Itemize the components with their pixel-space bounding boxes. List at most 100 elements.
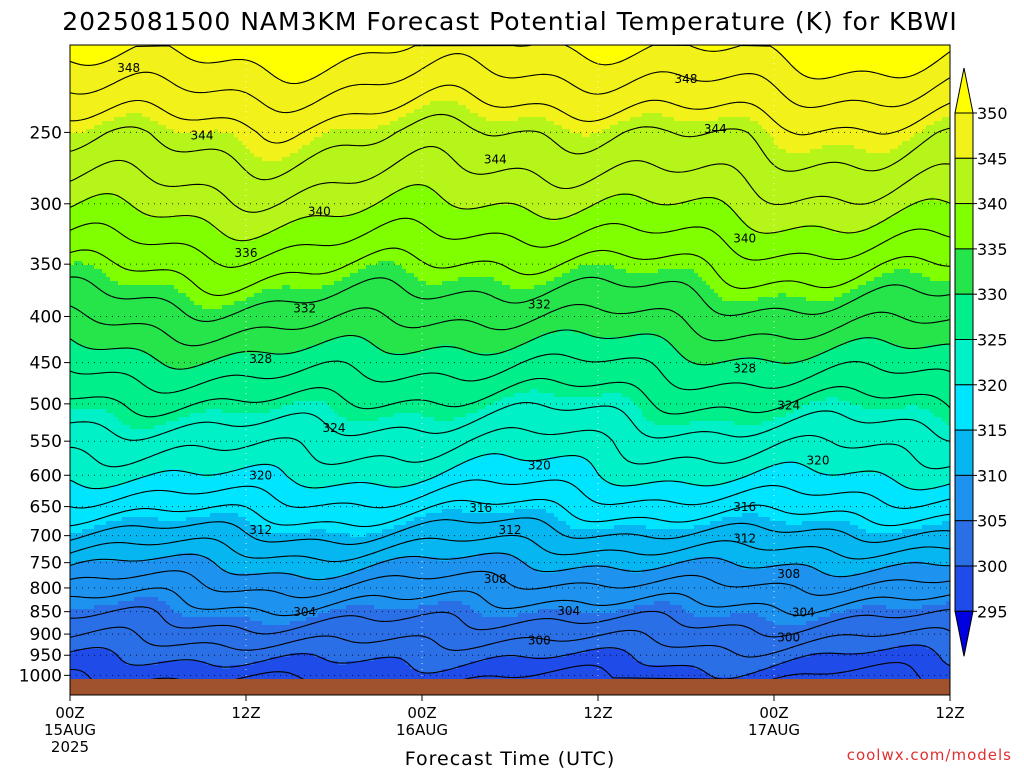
fill-cell: [834, 229, 862, 233]
fill-cell: [642, 413, 786, 417]
fill-cell: [926, 125, 950, 129]
contour-label: 344: [704, 122, 727, 136]
fill-cell: [582, 565, 610, 569]
fill-cell: [134, 597, 158, 601]
fill-cell: [682, 605, 862, 609]
fill-cell: [70, 357, 154, 361]
fill-cell: [670, 601, 946, 605]
fill-cell: [546, 281, 706, 285]
fill-cell: [330, 405, 486, 409]
fill-cell: [914, 73, 950, 77]
fill-cell: [882, 273, 922, 277]
fill-cell: [482, 613, 518, 617]
fill-cell: [630, 117, 674, 121]
y-tick-label: 1000: [19, 666, 62, 686]
fill-cell: [126, 49, 178, 53]
fill-cell: [142, 113, 406, 117]
fill-cell: [582, 209, 734, 213]
fill-cell: [110, 649, 586, 653]
fill-cell: [238, 513, 426, 517]
fill-cell: [778, 49, 950, 53]
fill-cell: [606, 197, 642, 201]
fill-cell: [102, 61, 206, 65]
fill-cell: [474, 609, 538, 613]
contour-line-316: [70, 498, 950, 528]
fill-cell: [86, 485, 110, 489]
colorbar-segment: [954, 248, 974, 295]
fill-cell: [70, 125, 94, 129]
fill-cell: [70, 405, 282, 409]
fill-cell: [70, 45, 134, 49]
x-tick-label: 00Z: [407, 704, 436, 722]
fill-cell: [450, 557, 518, 561]
fill-cell: [890, 149, 950, 153]
fill-cell: [702, 669, 758, 673]
fill-cell: [782, 53, 946, 57]
fill-cell: [70, 229, 218, 233]
fill-cell: [590, 205, 730, 209]
fill-cell: [298, 149, 786, 153]
fill-cell: [214, 225, 282, 229]
fill-cell: [70, 665, 222, 669]
fill-cell: [334, 65, 794, 69]
fill-cell: [798, 461, 950, 465]
fill-cell: [782, 461, 798, 465]
fill-cell: [558, 569, 630, 573]
fill-cell: [154, 557, 210, 561]
fill-cell: [70, 217, 202, 221]
fill-cell: [298, 349, 382, 353]
fill-cell: [758, 669, 950, 673]
fill-cell: [70, 641, 950, 645]
fill-cell: [70, 305, 202, 309]
contour-label: 332: [528, 298, 551, 312]
fill-cell: [694, 45, 734, 49]
fill-cell: [70, 65, 262, 69]
fill-cell: [418, 481, 610, 485]
fill-cell: [70, 181, 950, 185]
fill-cell: [282, 285, 290, 289]
contour-label: 312: [249, 523, 272, 537]
fill-cell: [758, 121, 934, 125]
fill-cell: [254, 293, 718, 297]
fill-cell: [398, 117, 486, 121]
fill-cell: [254, 61, 338, 65]
fill-cell: [246, 465, 278, 469]
fill-cell: [158, 597, 950, 601]
fill-cell: [854, 573, 950, 577]
fill-cell: [766, 129, 922, 133]
fill-cell: [826, 397, 838, 401]
fill-cell: [366, 337, 534, 341]
fill-cell: [326, 485, 390, 489]
fill-cell: [834, 297, 950, 301]
fill-cell: [394, 261, 950, 265]
fill-cell: [570, 525, 614, 529]
fill-cell: [942, 521, 950, 525]
fill-cell: [102, 269, 358, 273]
fill-cell: [894, 477, 950, 481]
fill-cell: [118, 417, 178, 421]
fill-cell: [298, 481, 350, 485]
fill-cell: [482, 205, 522, 209]
fill-cell: [70, 561, 78, 565]
fill-cell: [514, 393, 554, 397]
contour-label: 320: [528, 458, 551, 472]
fill-cell: [934, 413, 950, 417]
fill-cell: [510, 553, 950, 557]
fill-cell: [310, 77, 950, 81]
fill-cell: [934, 121, 950, 125]
fill-cell: [250, 617, 306, 621]
fill-cell: [866, 281, 950, 285]
fill-cell: [770, 517, 950, 521]
fill-cell: [894, 213, 950, 217]
fill-cell: [722, 517, 770, 521]
fill-cell: [574, 213, 738, 217]
fill-cell: [454, 417, 646, 421]
fill-cell: [262, 233, 950, 237]
fill-cell: [570, 269, 626, 273]
contour-label: 316: [469, 501, 492, 515]
fill-cell: [290, 153, 950, 157]
fill-cell: [326, 69, 798, 73]
contour-label: 336: [235, 246, 258, 260]
fill-cell: [858, 337, 878, 341]
fill-cell: [82, 529, 266, 533]
